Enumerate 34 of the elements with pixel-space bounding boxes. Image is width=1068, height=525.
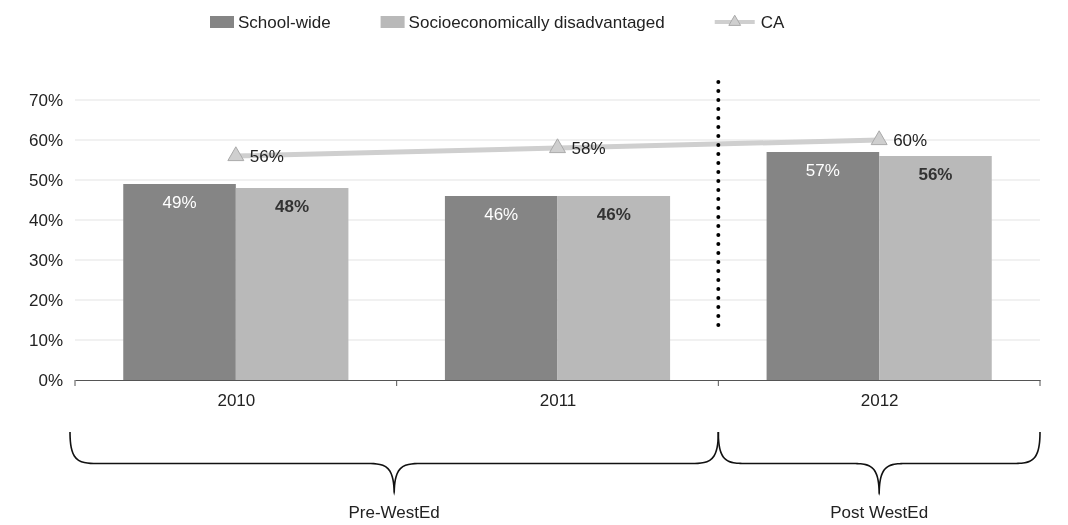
text: Pre-WestEd <box>348 503 440 522</box>
data-label: 46% <box>484 205 519 224</box>
data-label: 46% <box>596 205 631 224</box>
bar <box>557 196 671 380</box>
bar <box>235 188 349 380</box>
bar <box>444 196 558 380</box>
y-tick-label: 0% <box>38 370 63 390</box>
x-tick-label: 2012 <box>860 391 899 411</box>
bar <box>879 156 992 380</box>
x-tick-label: 2011 <box>539 391 577 411</box>
data-label: 49% <box>162 193 197 212</box>
text: Post WestEd <box>830 503 929 522</box>
data-label: 57% <box>805 161 840 180</box>
data-label: 56% <box>249 147 284 166</box>
legend-label: Socioeconomically disadvantaged <box>408 13 665 32</box>
bar <box>123 184 236 380</box>
y-tick-label: 30% <box>28 250 63 270</box>
data-label: 58% <box>571 139 606 158</box>
bar <box>766 152 880 380</box>
y-tick-label: 70% <box>28 90 63 110</box>
point <box>870 130 888 146</box>
legend-label: CA <box>760 13 785 32</box>
data-label: 60% <box>893 131 928 150</box>
y-tick-label: 10% <box>28 330 63 350</box>
point <box>227 146 245 162</box>
y-tick-label: 40% <box>28 210 63 230</box>
point <box>549 138 566 154</box>
legend-label: School-wide <box>238 13 331 32</box>
data-label: 48% <box>275 197 310 216</box>
y-tick-label: 20% <box>28 290 63 310</box>
data-label: 56% <box>918 165 953 184</box>
y-tick-label: 50% <box>28 170 63 190</box>
y-tick-label: 60% <box>28 130 63 150</box>
x-tick-label: 2010 <box>217 391 256 411</box>
